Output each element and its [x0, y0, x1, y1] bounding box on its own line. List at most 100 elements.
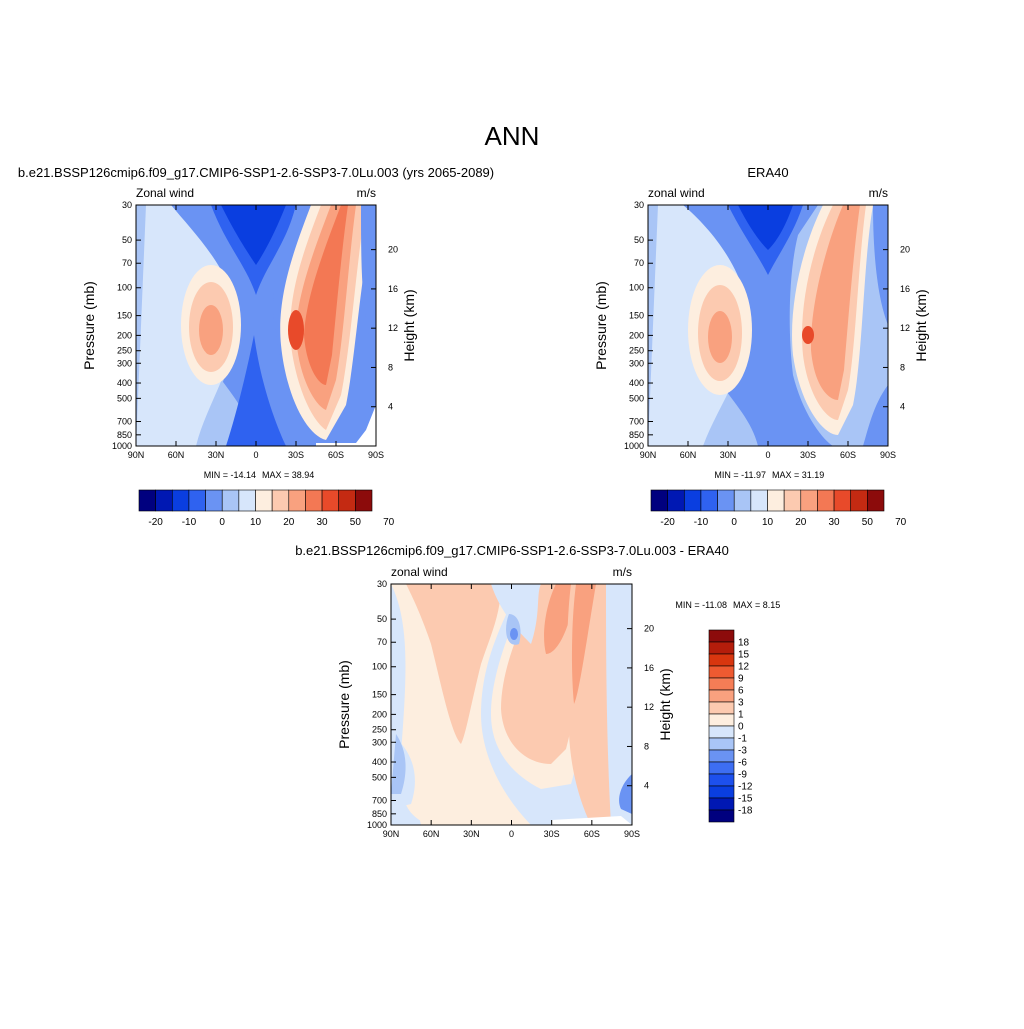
y-right-tick-label: 16	[900, 284, 910, 294]
y-right-tick-label: 20	[900, 245, 910, 255]
panel-era40-field	[648, 205, 888, 446]
colorbar-swatch	[708, 689, 735, 703]
colorbar-tick-label: 1	[738, 710, 744, 721]
colorbar-swatch	[650, 489, 668, 512]
colorbar-swatch	[708, 737, 735, 751]
colorbar-swatch	[288, 489, 306, 512]
x-tick-label: 90S	[624, 829, 640, 839]
panel-diff-min-label: MIN = -11.08	[675, 600, 727, 610]
y-tick-label: 250	[372, 725, 387, 735]
y-axis-label: Pressure (mb)	[81, 281, 97, 370]
colorbar-tick-label: 6	[738, 686, 744, 697]
y-tick-label: 200	[117, 330, 132, 340]
panel-diff-max-label: MAX = 8.15	[733, 600, 780, 610]
colorbar-swatch	[708, 797, 735, 811]
y-right-tick-label: 12	[388, 323, 398, 333]
colorbar-tick-label: 70	[895, 517, 907, 528]
y-tick-label: 300	[117, 358, 132, 368]
y-right-axis-label: Height (km)	[657, 668, 673, 740]
colorbar-tick-label: 50	[350, 517, 362, 528]
x-tick-label: 30S	[544, 829, 560, 839]
colorbar-tick-label: 30	[317, 517, 329, 528]
panel-model-axes: 90N 60N 30N 0 30S 60S 90S 30 50 70 100 150 200 250 300…	[81, 200, 417, 460]
y-tick-label: 400	[629, 378, 644, 388]
y-tick-label: 250	[629, 346, 644, 356]
panel-diff: b.e21.BSSP126cmip6.f09_g17.CMIP6-SSP1-2.…	[295, 543, 780, 839]
colorbar-swatch	[708, 773, 735, 787]
colorbar-swatch	[817, 489, 835, 512]
y-tick-label: 850	[372, 809, 387, 819]
y-tick-label: 700	[372, 795, 387, 805]
colorbar-swatch	[708, 677, 735, 691]
colorbar-tick-label: -9	[738, 770, 747, 781]
colorbar-tick-label: -18	[738, 806, 753, 817]
y-tick-label: 70	[122, 258, 132, 268]
y-right-tick-label: 8	[388, 362, 393, 372]
colorbar-tick-label: -10	[694, 517, 709, 528]
colorbar-swatch	[667, 489, 685, 512]
x-tick-label: 60N	[423, 829, 440, 839]
y-right-tick-label: 20	[644, 624, 654, 634]
y-tick-label: 30	[122, 200, 132, 210]
x-tick-label: 30N	[208, 450, 225, 460]
x-tick-label: 90S	[368, 450, 384, 460]
colorbar-swatch	[708, 641, 735, 655]
panel-model-variable: Zonal wind	[136, 186, 194, 200]
y-tick-label: 500	[117, 393, 132, 403]
x-tick-label: 30S	[288, 450, 304, 460]
panel-diff-axes: 90N 60N 30N 0 30S 60S 90S 30 50 70 100 150 200 250 300…	[336, 579, 673, 839]
panel-model-colorbar: -20 -10 0 10 20 30 50 70	[138, 489, 395, 528]
y-tick-label: 300	[372, 737, 387, 747]
colorbar-swatch	[271, 489, 290, 512]
x-tick-label: 30S	[800, 450, 816, 460]
y-tick-label: 50	[122, 235, 132, 245]
x-tick-label: 90S	[880, 450, 896, 460]
colorbar-swatch	[708, 665, 735, 679]
panel-model-field	[136, 205, 376, 446]
x-tick-label: 90N	[640, 450, 657, 460]
panel-era40-units: m/s	[869, 186, 888, 200]
colorbar-tick-label: 30	[829, 517, 841, 528]
colorbar-swatch	[708, 809, 735, 823]
y-tick-label: 1000	[367, 820, 387, 830]
colorbar-swatch	[700, 489, 718, 512]
y-tick-label: 100	[117, 283, 132, 293]
colorbar-swatch	[355, 489, 373, 512]
y-tick-label: 30	[377, 579, 387, 589]
colorbar-tick-label: -6	[738, 758, 747, 769]
colorbar-swatch	[305, 489, 323, 512]
colorbar-tick-label: 70	[383, 517, 395, 528]
y-right-tick-label: 4	[388, 402, 393, 412]
y-tick-label: 1000	[624, 441, 644, 451]
panel-diff-field	[391, 584, 632, 825]
x-tick-label: 60N	[680, 450, 697, 460]
y-right-tick-label: 4	[900, 402, 905, 412]
colorbar-swatch	[750, 489, 768, 512]
y-tick-label: 70	[377, 637, 387, 647]
y-tick-label: 700	[117, 416, 132, 426]
colorbar-swatch	[338, 489, 356, 512]
colorbar-swatch	[708, 761, 735, 775]
panel-diff-variable: zonal wind	[391, 565, 448, 579]
colorbar-tick-label: -20	[660, 517, 675, 528]
y-tick-label: 200	[372, 709, 387, 719]
colorbar-swatch	[867, 489, 885, 512]
x-tick-label: 30N	[720, 450, 737, 460]
colorbar-swatch	[171, 489, 190, 512]
x-tick-label: 60N	[168, 450, 185, 460]
y-right-tick-label: 4	[644, 781, 649, 791]
y-right-tick-label: 12	[900, 323, 910, 333]
colorbar-swatch	[708, 653, 735, 667]
panel-model-units: m/s	[357, 186, 376, 200]
colorbar-tick-label: -15	[738, 794, 753, 805]
colorbar-swatch	[238, 489, 256, 512]
y-tick-label: 50	[634, 235, 644, 245]
x-tick-label: 60S	[328, 450, 344, 460]
y-right-axis-label: Height (km)	[401, 289, 417, 361]
colorbar-swatch	[717, 489, 735, 512]
colorbar-swatch	[708, 749, 735, 763]
colorbar-tick-label: 10	[762, 517, 774, 528]
y-tick-label: 250	[117, 346, 132, 356]
colorbar-swatch	[783, 489, 802, 512]
